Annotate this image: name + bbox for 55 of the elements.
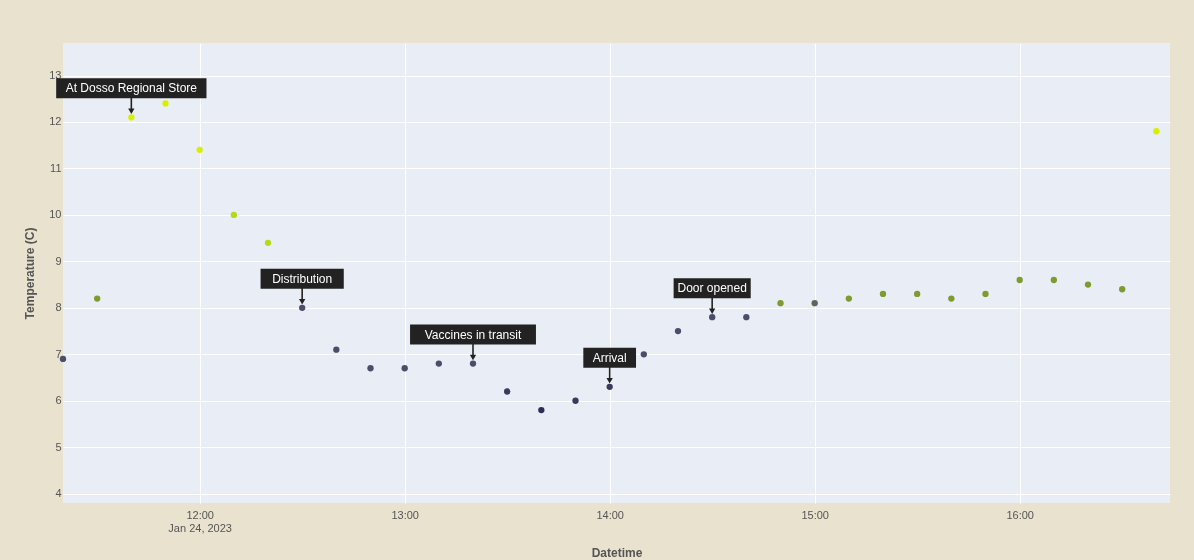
point [538, 406, 545, 414]
point [674, 327, 682, 335]
x-tick-label: 16:00 [1006, 508, 1034, 521]
point [504, 388, 511, 395]
point [333, 346, 340, 353]
point [264, 239, 272, 246]
y-tick-label: 4 [55, 487, 62, 500]
y-tick-label: 13 [49, 69, 62, 82]
annotation: Door opened [677, 281, 747, 296]
point [845, 295, 852, 302]
y-tick-label: 11 [50, 161, 62, 174]
y-tick-label: 8 [55, 301, 62, 314]
y-tick-label: 10 [49, 208, 62, 221]
y-tick-label: 7 [55, 347, 62, 360]
point [59, 355, 67, 363]
point [1050, 276, 1057, 284]
point [1153, 128, 1160, 135]
x-axis-title: Datetime [591, 545, 643, 560]
annotation: Arrival [592, 350, 627, 365]
point [196, 146, 203, 154]
x-tick-label: 12:00 Jan 24, 2023 [168, 508, 232, 534]
point [94, 295, 101, 302]
point [469, 360, 477, 367]
x-tick-label: 13:00 [391, 508, 419, 521]
annotation: Vaccines in transit [424, 327, 522, 342]
y-tick-label: 12 [49, 115, 62, 128]
y-axis-title: Temperature (C) [23, 227, 38, 320]
point [879, 290, 887, 298]
point [606, 383, 613, 390]
point [1016, 276, 1023, 284]
point [640, 351, 647, 358]
y-tick-label: 5 [55, 440, 62, 453]
point [1084, 281, 1092, 288]
point [914, 290, 921, 298]
annotation: Distribution [272, 271, 333, 286]
point [709, 313, 716, 321]
y-tick-label: 9 [55, 254, 62, 267]
point [743, 313, 750, 321]
point [299, 304, 306, 311]
point [811, 300, 818, 307]
x-tick-label: 14:00 [596, 508, 624, 521]
point [128, 114, 135, 121]
point [572, 397, 579, 404]
point [1119, 286, 1126, 293]
point [230, 211, 237, 219]
x-tick-label: 15:00 [801, 508, 829, 521]
point [948, 295, 955, 302]
point [777, 300, 784, 307]
point [401, 365, 408, 372]
point [435, 360, 442, 367]
y-tick-label: 6 [55, 394, 62, 407]
annotation: At Dosso Regional Store [65, 81, 198, 96]
point [162, 100, 169, 107]
point [367, 365, 374, 372]
point [982, 290, 989, 298]
